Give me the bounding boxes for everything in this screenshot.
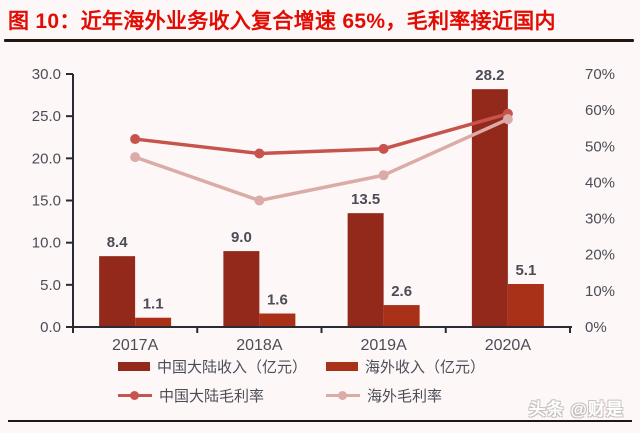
legend-bar-swatch bbox=[326, 362, 358, 371]
chart-legend: 中国大陆收入（亿元） 海外收入（亿元） 中国大陆毛利率 海外毛利率 bbox=[118, 356, 485, 406]
marker-domestic-2019A bbox=[378, 143, 389, 154]
data-label: 2.6 bbox=[391, 283, 412, 300]
marker-domestic-2018A bbox=[254, 148, 265, 159]
legend-label: 中国大陆收入（亿元） bbox=[157, 359, 308, 376]
bar-overseas-2019A bbox=[383, 305, 420, 327]
x-axis-label-2020A: 2020A bbox=[485, 337, 532, 354]
bottom-divider bbox=[8, 420, 632, 422]
x-axis-label-2017A: 2017A bbox=[112, 337, 159, 354]
x-axis-label-2018A: 2018A bbox=[236, 337, 283, 354]
marker-domestic-2017A bbox=[130, 134, 141, 145]
legend-line-swatch bbox=[326, 390, 360, 401]
legend-item: 中国大陆收入（亿元） bbox=[118, 356, 326, 377]
right-axis-tick: 30% bbox=[585, 211, 615, 228]
legend-label: 海外毛利率 bbox=[367, 388, 443, 405]
right-axis-tick: 50% bbox=[585, 138, 615, 155]
x-axis-label-2019A: 2019A bbox=[360, 337, 407, 354]
legend-line-swatch bbox=[118, 390, 152, 401]
left-axis-tick: 25.0 bbox=[32, 108, 61, 125]
bar-overseas-2018A bbox=[259, 313, 296, 327]
legend-label: 中国大陆毛利率 bbox=[159, 388, 265, 405]
legend-bar-swatch bbox=[118, 362, 150, 371]
left-axis-tick: 15.0 bbox=[32, 193, 61, 210]
left-axis-tick: 5.0 bbox=[40, 277, 61, 294]
bar-domestic-2020A bbox=[471, 89, 508, 328]
left-axis-tick: 20.0 bbox=[32, 150, 61, 167]
figure-title: 图 10：近年海外业务收入复合增速 65%，毛利率接近国内 bbox=[8, 10, 556, 33]
marker-overseas-2017A bbox=[130, 152, 141, 163]
right-axis-tick: 40% bbox=[585, 174, 615, 191]
left-axis-tick: 30.0 bbox=[32, 66, 61, 83]
data-label: 28.2 bbox=[475, 67, 504, 84]
data-label: 1.6 bbox=[267, 292, 288, 309]
bar-domestic-2018A bbox=[223, 251, 260, 327]
right-axis-tick: 60% bbox=[585, 102, 615, 119]
legend-item: 海外毛利率 bbox=[326, 385, 485, 406]
left-axis-tick: 0.0 bbox=[40, 319, 61, 336]
marker-overseas-2020A bbox=[502, 114, 513, 125]
left-axis-tick: 10.0 bbox=[32, 235, 61, 252]
right-axis-tick: 10% bbox=[585, 283, 615, 300]
legend-label: 海外收入（亿元） bbox=[365, 359, 486, 376]
revenue-margin-combo-chart: 8.4 9.0 13.5 28.2 1.1 1.6 2.6 5.1 30.0 25.0 20.0 15… bbox=[32, 66, 615, 354]
legend-item: 中国大陆毛利率 bbox=[118, 385, 326, 406]
right-axis-tick: 70% bbox=[585, 66, 615, 83]
line-domestic-margin bbox=[133, 112, 510, 156]
title-divider bbox=[4, 39, 634, 42]
bar-overseas-2020A bbox=[507, 283, 544, 327]
watermark: 头条 @财是 bbox=[528, 400, 624, 419]
marker-overseas-2018A bbox=[254, 195, 265, 206]
legend-item: 海外收入（亿元） bbox=[326, 356, 485, 377]
bar-domestic-2019A bbox=[347, 213, 384, 327]
bar-domestic-2017A bbox=[99, 256, 136, 327]
data-label: 5.1 bbox=[515, 262, 536, 279]
line-overseas-margin bbox=[133, 117, 510, 203]
bar-overseas-2017A bbox=[135, 317, 172, 327]
data-label: 1.1 bbox=[143, 296, 164, 313]
data-label: 8.4 bbox=[107, 234, 129, 251]
marker-overseas-2019A bbox=[378, 170, 389, 181]
right-axis-tick: 0% bbox=[585, 319, 607, 336]
right-axis-tick: 20% bbox=[585, 247, 615, 264]
data-label: 13.5 bbox=[351, 191, 380, 208]
data-label: 9.0 bbox=[231, 229, 252, 246]
